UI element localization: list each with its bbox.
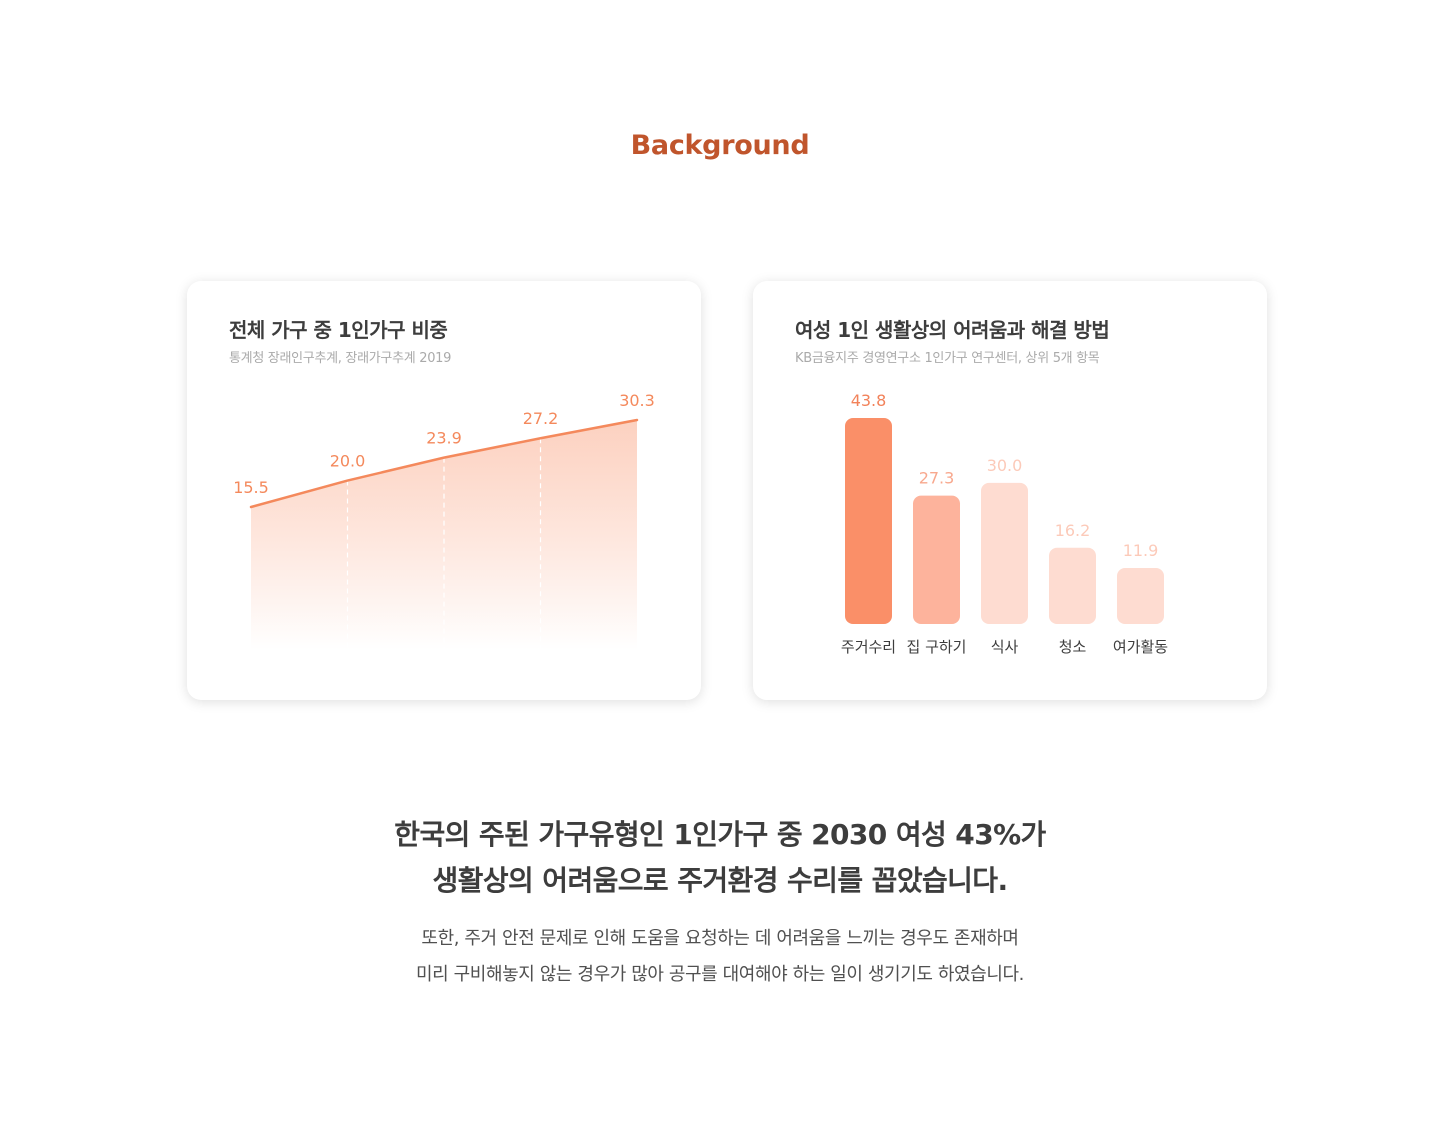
women-difficulty-card: 여성 1인 생활상의 어려움과 해결 방법 KB금융지주 경영연구소 1인가구 …: [753, 281, 1267, 700]
category-label: 집 구하기: [907, 638, 967, 656]
data-label: 27.2: [523, 409, 559, 428]
single-household-share-card: 전체 가구 중 1인가구 비중 통계청 장래인구추계, 장래가구추계 2019 …: [187, 281, 701, 700]
bar: [845, 418, 892, 624]
line-chart-title: 전체 가구 중 1인가구 비중: [229, 318, 448, 342]
headline: 한국의 주된 가구유형인 1인가구 중 2030 여성 43%가 생활상의 어려…: [0, 812, 1440, 904]
data-label: 15.5: [233, 478, 269, 497]
category-label: 주거수리: [841, 638, 896, 656]
category-label: 식사: [991, 638, 1019, 656]
headline-line-2: 생활상의 어려움으로 주거환경 수리를 꼽았습니다.: [432, 864, 1009, 897]
bar-value-label: 30.0: [987, 456, 1023, 475]
category-label: 여가활동: [1113, 638, 1168, 656]
data-label: 23.9: [426, 429, 462, 448]
category-label: 청소: [1059, 638, 1087, 656]
bar: [981, 482, 1028, 624]
bar: [913, 495, 960, 624]
bar-value-label: 16.2: [1055, 521, 1091, 540]
bar-chart-title: 여성 1인 생활상의 어려움과 해결 방법: [795, 318, 1110, 342]
line-chart-source: 통계청 장래인구추계, 장래가구추계 2019: [229, 351, 452, 366]
data-label: 30.3: [619, 391, 655, 410]
bar-value-label: 43.8: [851, 391, 887, 410]
bar-chart: 43.8 주거수리 27.3 집 구하기 30.0 식사 16.2 청소 11.9 여가활동: [841, 391, 1168, 656]
bar: [1049, 547, 1096, 624]
body-line-1: 또한, 주거 안전 문제로 인해 도움을 요청하는 데 어려움을 느끼는 경우도…: [421, 928, 1019, 949]
series-line: [249, 418, 639, 509]
headline-line-1: 한국의 주된 가구유형인 1인가구 중 2030 여성 43%가: [394, 818, 1046, 851]
bar-value-label: 27.3: [919, 469, 955, 488]
line-chart: 15.5 20.0 23.9 27.2 30.3: [233, 391, 655, 650]
section-title: Background: [630, 130, 810, 161]
data-label: 20.0: [330, 452, 366, 471]
body-text: 또한, 주거 안전 문제로 인해 도움을 요청하는 데 어려움을 느끼는 경우도…: [0, 921, 1440, 993]
bar: [1117, 568, 1164, 624]
body-line-2: 미리 구비해놓지 않는 경우가 많아 공구를 대여해야 하는 일이 생기기도 하…: [416, 964, 1024, 985]
bar-chart-source: KB금융지주 경영연구소 1인가구 연구센터, 상위 5개 항목: [795, 351, 1100, 366]
bar-value-label: 11.9: [1123, 541, 1159, 560]
